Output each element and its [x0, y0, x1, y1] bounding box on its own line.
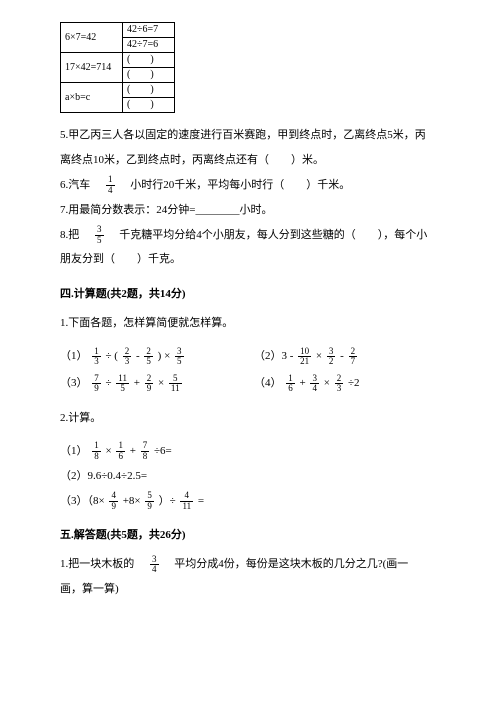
question-7: 7.用最简分数表示：24分钟=________小时。 — [60, 200, 448, 221]
calc-1: （1） 18 × 16 + 78 ÷6= — [60, 441, 448, 462]
eq-row-2: （3） 79 ÷ 115 + 29 × 511 （4） 16 + 34 × 23… — [60, 373, 448, 394]
question-8-line1: 8.把 35 千克糖平均分给4个小朋友，每人分到这些糖的（ ），每个小 — [60, 225, 448, 246]
cell: ( ) — [123, 98, 175, 113]
cell: ( ) — [123, 68, 175, 83]
section-5-title: 五.解答题(共5题，共26分) — [60, 525, 448, 546]
equation-table: 6×7=4242÷6=7 42÷7=6 17×42=714( ) ( ) a×b… — [60, 22, 175, 113]
eq-4: （4） 16 + 34 × 23 ÷2 — [254, 373, 448, 394]
eq-1: （1） 13 ÷ ( 23 - 25 ) × 35 — [60, 346, 254, 367]
q6-pre: 6.汽车 — [60, 179, 101, 191]
cell: 42÷7=6 — [123, 38, 175, 53]
cell: ( ) — [123, 83, 175, 98]
question-6: 6.汽车 14 小时行20千米，平均每小时行（ ）千米。 — [60, 175, 448, 196]
s4-q1-title: 1.下面各题，怎样算简便就怎样算。 — [60, 313, 448, 334]
s4-q2-title: 2.计算。 — [60, 408, 448, 429]
question-5-line2: 离终点10米，乙到终点时，丙离终点还有（ ）米。 — [60, 150, 448, 171]
eq-3: （3） 79 ÷ 115 + 29 × 511 — [60, 373, 254, 394]
fraction-3-5: 35 — [95, 225, 104, 245]
eq-2: （2）3 - 1021 × 32 - 27 — [254, 346, 448, 367]
s5q1-pre: 1.把一块木板的 — [60, 558, 145, 570]
calc-3: （3）（8× 49 +8× 59 ）÷ 411 = — [60, 491, 448, 512]
cell: 6×7=42 — [61, 23, 123, 53]
cell: 42÷6=7 — [123, 23, 175, 38]
s5-q1-line2: 画，算一算) — [60, 579, 448, 600]
cell: a×b=c — [61, 83, 123, 113]
cell: 17×42=714 — [61, 53, 123, 83]
q8-post: 千克糖平均分给4个小朋友，每人分到这些糖的（ ），每个小 — [108, 229, 427, 241]
question-5-line1: 5.甲乙丙三人各以固定的速度进行百米赛跑，甲到终点时，乙离终点5米，丙 — [60, 125, 448, 146]
cell: ( ) — [123, 53, 175, 68]
s5-q1-line1: 1.把一块木板的 34 平均分成4份，每份是这块木板的几分之几?(画一 — [60, 554, 448, 575]
eq-row-1: （1） 13 ÷ ( 23 - 25 ) × 35 （2）3 - 1021 × … — [60, 346, 448, 367]
question-8-line2: 朋友分到（ ）千克。 — [60, 249, 448, 270]
calc-2: （2）9.6÷0.4÷2.5= — [60, 466, 448, 487]
fraction-1-4: 14 — [106, 175, 115, 195]
fraction-3-4: 34 — [150, 555, 159, 575]
q6-post: 小时行20千米，平均每小时行（ ）千米。 — [119, 179, 350, 191]
section-4-title: 四.计算题(共2题，共14分) — [60, 284, 448, 305]
q8-pre: 8.把 — [60, 229, 90, 241]
s5q1-post: 平均分成4份，每份是这块木板的几分之几?(画一 — [163, 558, 408, 570]
